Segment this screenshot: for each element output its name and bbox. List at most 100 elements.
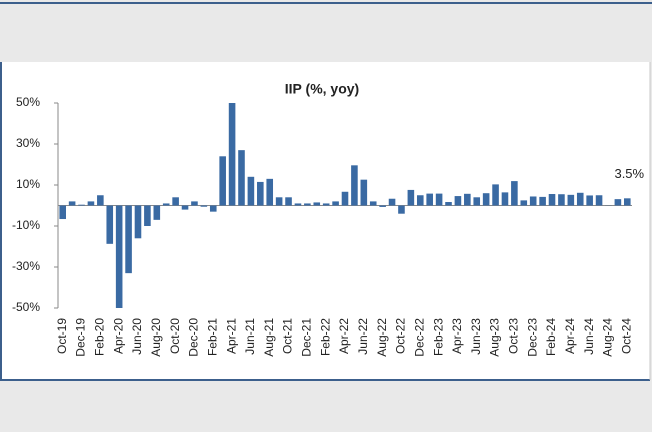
x-tick-label: Feb-22 bbox=[318, 318, 332, 356]
bar bbox=[247, 176, 255, 206]
bar bbox=[68, 201, 76, 206]
bar bbox=[416, 195, 424, 206]
bar bbox=[115, 205, 123, 308]
bar bbox=[360, 179, 368, 206]
bar bbox=[548, 194, 556, 206]
x-tick-label: Aug-24 bbox=[601, 318, 615, 357]
y-tick-label: 30% bbox=[16, 136, 40, 150]
x-tick-label: Oct-24 bbox=[619, 318, 633, 354]
bar bbox=[332, 201, 339, 206]
bar bbox=[322, 203, 330, 206]
x-tick-label: Jun-20 bbox=[130, 318, 144, 355]
chart: IIP (%, yoy) 50% 30% 10% -10% -30% -50% Oct-19… bbox=[12, 81, 645, 357]
x-tick-label: Oct-20 bbox=[168, 318, 182, 354]
x-tick-label: Dec-19 bbox=[74, 318, 88, 357]
bar bbox=[614, 199, 622, 206]
chart-title: IIP (%, yoy) bbox=[285, 81, 359, 97]
bar bbox=[388, 198, 396, 206]
bar bbox=[520, 200, 528, 206]
x-tick-label: Feb-20 bbox=[93, 318, 107, 356]
bar bbox=[285, 197, 292, 206]
x-tick-label: Jun-23 bbox=[469, 318, 483, 355]
bar bbox=[426, 193, 433, 206]
y-tick-label: -10% bbox=[12, 218, 40, 232]
bar bbox=[407, 189, 415, 206]
bar bbox=[369, 201, 377, 206]
x-tick-label: Apr-23 bbox=[450, 318, 464, 354]
bar bbox=[78, 204, 85, 206]
bar bbox=[341, 191, 349, 206]
x-tick-label: Feb-23 bbox=[431, 318, 445, 356]
x-tick-label: Aug-21 bbox=[262, 318, 276, 357]
y-tick-label: 50% bbox=[16, 95, 40, 109]
bar bbox=[172, 197, 179, 206]
bar bbox=[266, 178, 274, 206]
bar bbox=[219, 156, 226, 206]
bar bbox=[275, 197, 283, 206]
bar bbox=[567, 194, 575, 206]
bar bbox=[435, 193, 443, 206]
bar bbox=[228, 103, 236, 206]
x-tick-label: Dec-20 bbox=[187, 318, 201, 357]
x-tick-label: Jun-24 bbox=[582, 318, 596, 355]
bar bbox=[106, 205, 114, 244]
x-tick-label: Jun-22 bbox=[356, 318, 370, 355]
bar bbox=[162, 203, 170, 206]
y-tick-label: -50% bbox=[12, 300, 40, 314]
bar bbox=[294, 203, 302, 206]
x-tick-label: Aug-22 bbox=[375, 318, 389, 357]
x-tick-label: Apr-22 bbox=[337, 318, 351, 354]
x-tick-label: Feb-24 bbox=[544, 318, 558, 356]
bar bbox=[492, 184, 499, 206]
bar bbox=[209, 205, 217, 212]
bar bbox=[454, 196, 462, 206]
bar bbox=[181, 205, 189, 210]
bar bbox=[144, 205, 151, 226]
y-tick-label: -30% bbox=[12, 259, 40, 273]
x-tick-label: Apr-20 bbox=[111, 318, 125, 354]
bar bbox=[511, 181, 518, 206]
x-tick-label: Oct-23 bbox=[507, 318, 521, 354]
bar bbox=[191, 201, 198, 206]
bar bbox=[586, 195, 593, 206]
bar bbox=[200, 205, 208, 207]
x-tick-label: Oct-19 bbox=[55, 318, 69, 354]
bar bbox=[134, 205, 142, 239]
bar bbox=[351, 165, 358, 206]
x-tick-label: Dec-22 bbox=[412, 318, 426, 357]
x-tick-label: Jun-21 bbox=[243, 318, 257, 355]
bar bbox=[595, 195, 603, 206]
bar bbox=[304, 203, 311, 206]
bar bbox=[238, 150, 245, 206]
x-tick-label: Apr-24 bbox=[563, 318, 577, 354]
bar bbox=[558, 194, 565, 206]
bar bbox=[529, 196, 537, 206]
bar bbox=[473, 197, 481, 206]
x-tick-label: Dec-23 bbox=[525, 318, 539, 357]
bar bbox=[464, 193, 471, 206]
y-tick-label: 10% bbox=[16, 177, 40, 191]
bar bbox=[59, 205, 66, 220]
x-tick-label: Dec-21 bbox=[300, 318, 314, 357]
x-tick-label: Feb-21 bbox=[205, 318, 219, 356]
bar bbox=[576, 192, 584, 206]
bar bbox=[257, 181, 264, 206]
x-tick-label: Oct-22 bbox=[394, 318, 408, 354]
x-tick-label: Aug-23 bbox=[488, 318, 502, 357]
bar bbox=[398, 205, 405, 214]
bar bbox=[624, 198, 631, 206]
value-label: 3.5% bbox=[614, 166, 644, 181]
bar bbox=[482, 193, 490, 206]
bar bbox=[445, 202, 452, 206]
bar bbox=[379, 205, 386, 207]
bar bbox=[97, 195, 104, 206]
bar bbox=[153, 205, 161, 220]
bar bbox=[87, 201, 95, 206]
x-tick-label: Oct-21 bbox=[281, 318, 295, 354]
x-tick-label: Apr-21 bbox=[224, 318, 238, 354]
bar bbox=[539, 196, 546, 206]
bar bbox=[501, 192, 509, 206]
bar bbox=[313, 202, 321, 206]
bar bbox=[125, 205, 132, 274]
